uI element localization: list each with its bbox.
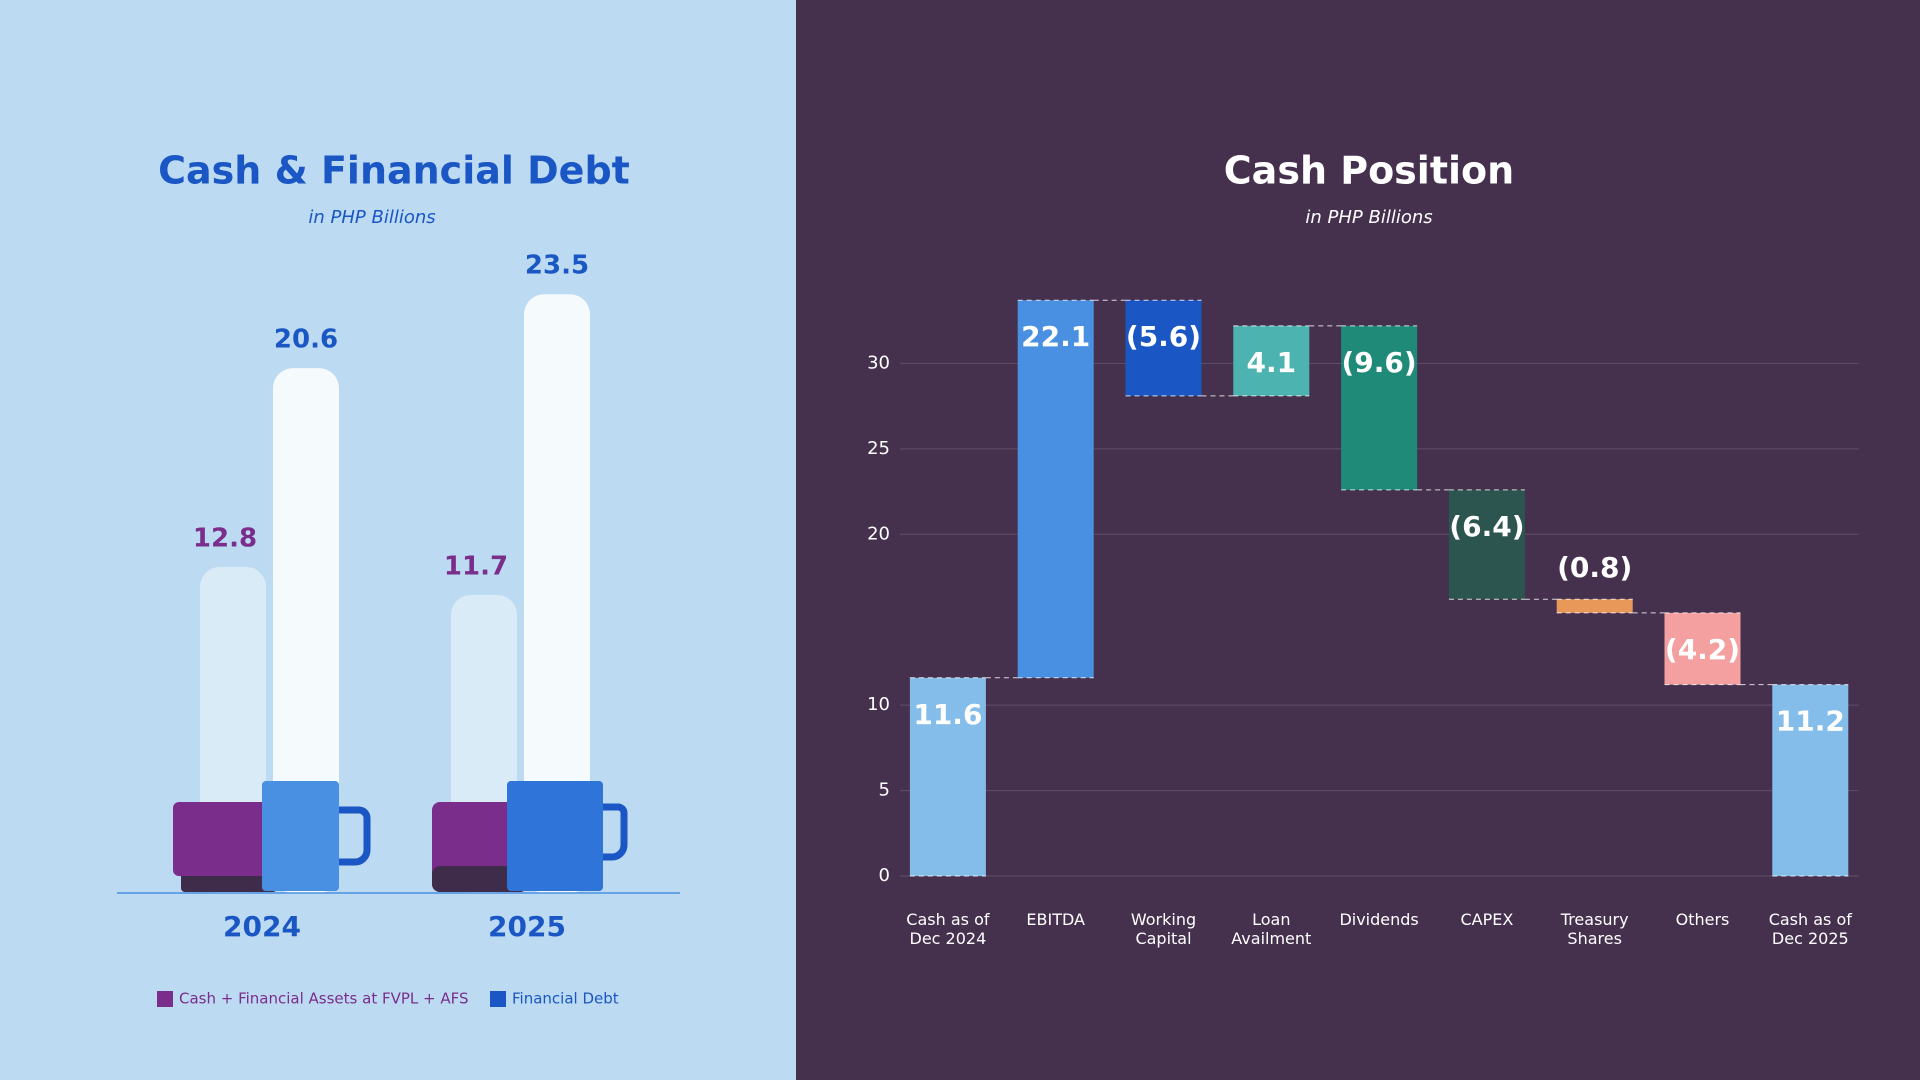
x-tick-label: EBITDA xyxy=(1026,910,1085,929)
chart-title: Cash & Financial Debt xyxy=(158,149,630,193)
data-label: (0.8) xyxy=(1557,551,1632,584)
left-panel xyxy=(0,0,796,1080)
legend-label: Financial Debt xyxy=(512,990,619,1008)
x-tick-label: Cash as of Dec 2024 xyxy=(906,910,990,948)
bar xyxy=(1448,489,1525,600)
x-tick-label: 2025 xyxy=(488,910,566,943)
bar xyxy=(1664,612,1741,685)
legend-label: Cash + Financial Assets at FVPL + AFS xyxy=(179,990,469,1008)
chart-title: Cash Position xyxy=(1224,149,1514,193)
y-tick-label: 20 xyxy=(867,523,890,544)
y-tick-label: 10 xyxy=(867,694,890,715)
mug xyxy=(173,802,283,876)
data-label: 12.8 xyxy=(193,523,257,553)
mug xyxy=(507,781,603,891)
chart-subtitle: in PHP Billions xyxy=(308,207,435,228)
mug xyxy=(262,781,339,891)
data-label: (4.2) xyxy=(1665,633,1740,666)
bar xyxy=(1125,300,1202,396)
x-tick-label: 2024 xyxy=(223,910,301,943)
right-panel xyxy=(796,0,1920,1080)
data-label: 11.7 xyxy=(444,551,508,581)
x-tick-label: Working Capital xyxy=(1130,910,1197,948)
chart-subtitle: in PHP Billions xyxy=(1305,207,1432,228)
data-label: 22.1 xyxy=(1021,320,1090,353)
bar xyxy=(1556,599,1633,613)
mug-base xyxy=(432,866,528,892)
y-tick-label: 30 xyxy=(867,352,890,373)
steam-bar xyxy=(524,294,590,894)
bar xyxy=(1017,300,1094,678)
x-tick-label: Cash as of Dec 2025 xyxy=(1768,910,1852,948)
x-tick-label: CAPEX xyxy=(1460,910,1514,929)
y-tick-label: 25 xyxy=(867,438,890,459)
bar xyxy=(909,677,986,876)
legend-swatch xyxy=(157,991,173,1007)
data-label: 20.6 xyxy=(274,325,338,355)
x-tick-label: Treasury Shares xyxy=(1560,910,1629,948)
mug-handle xyxy=(339,806,371,866)
data-label: 23.5 xyxy=(525,251,589,281)
mug-handle xyxy=(603,803,628,861)
x-tick-label: Others xyxy=(1675,910,1730,929)
data-label: 11.6 xyxy=(913,698,982,731)
data-label: (6.4) xyxy=(1449,510,1524,543)
data-label: (5.6) xyxy=(1126,320,1201,353)
x-tick-label: Dividends xyxy=(1339,910,1419,929)
y-tick-label: 5 xyxy=(879,780,890,801)
y-tick-label: 0 xyxy=(879,865,890,886)
mugs xyxy=(117,781,680,894)
data-label: 11.2 xyxy=(1776,705,1845,738)
bar xyxy=(1772,684,1849,876)
legend-swatch xyxy=(490,991,506,1007)
x-tick-label: Loan Availment xyxy=(1231,910,1312,948)
bar xyxy=(1341,325,1418,490)
data-label: (9.6) xyxy=(1341,346,1416,379)
data-label: 4.1 xyxy=(1246,346,1296,379)
bar xyxy=(1233,325,1310,396)
steam-bar xyxy=(273,368,339,893)
